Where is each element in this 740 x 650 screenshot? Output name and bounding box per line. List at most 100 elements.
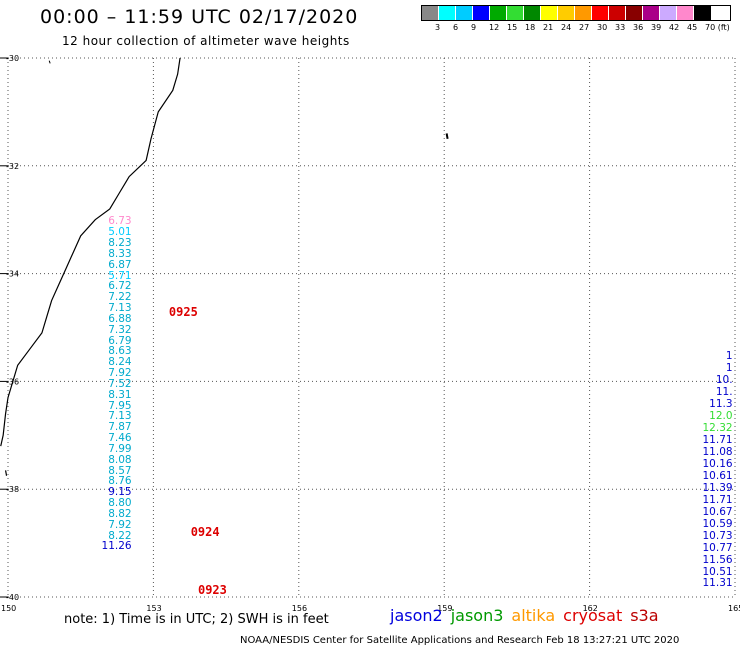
legend-tick-label: 12 <box>489 23 500 32</box>
satellite-legend: jason2 jason3 altika cryosat s3a <box>390 606 667 625</box>
chart-subtitle: 12 hour collection of altimeter wave hei… <box>62 34 350 48</box>
satellite-s3a: s3a <box>630 606 659 625</box>
satellite-jason2: jason2 <box>390 606 443 625</box>
swh-value: 7.22 <box>108 291 132 304</box>
swh-value: 6.87 <box>108 258 132 271</box>
legend-swatch <box>541 6 558 20</box>
swh-value: 10.67 <box>702 505 733 518</box>
swh-value: 1 <box>725 362 733 375</box>
swh-value: 8.57 <box>108 464 132 477</box>
swh-value: 10.61 <box>702 469 733 482</box>
legend-swatch <box>507 6 524 20</box>
swh-value: 12.32 <box>702 421 733 434</box>
swh-value: 8.31 <box>108 388 132 401</box>
swh-value: 11.31 <box>702 577 733 590</box>
swh-value: 1 <box>725 350 733 363</box>
swh-value: 7.87 <box>108 421 132 434</box>
legend-tick-label: 21 <box>543 23 554 32</box>
swh-value: 11.56 <box>702 553 733 566</box>
legend-swatch <box>609 6 626 20</box>
swh-value: 11.39 <box>702 481 733 494</box>
color-legend: 3 6 9 12 15 18 21 24 27 30 33 36 39 42 45 70 (ft) <box>421 5 731 33</box>
legend-tick-label: 27 <box>579 23 590 32</box>
legend-swatch <box>524 6 541 20</box>
legend-tick-label: 39 <box>651 23 662 32</box>
legend-tick-label: 18 <box>525 23 536 32</box>
legend-swatch <box>490 6 507 20</box>
lat-label: -36 <box>6 377 19 386</box>
lat-label: -34 <box>6 270 19 279</box>
satellite-altika: altika <box>511 606 556 625</box>
swh-value: 10.51 <box>702 565 733 578</box>
pass-time-label: 0924 <box>190 525 220 540</box>
swh-value: 10.73 <box>702 529 733 542</box>
swh-value: 11.08 <box>702 445 733 458</box>
swh-value: 7.92 <box>108 367 132 380</box>
legend-tick-label: 24 <box>561 23 572 32</box>
swh-value: 8.22 <box>108 529 132 542</box>
legend-tick-label: 6 <box>453 23 459 32</box>
swh-value: 11.26 <box>101 540 132 553</box>
swh-value: 10.16 <box>702 457 733 470</box>
lon-label: 150 <box>1 604 16 613</box>
legend-swatch <box>558 6 575 20</box>
swh-value: 8.08 <box>108 453 132 466</box>
swh-value: 8.80 <box>108 497 132 510</box>
footer-credit: NOAA/NESDIS Center for Satellite Applica… <box>240 635 680 646</box>
swh-value: 8.82 <box>108 507 132 520</box>
swh-value: 7.99 <box>108 442 132 455</box>
swh-value: 11. <box>715 386 733 399</box>
legend-tick-label: 36 <box>633 23 644 32</box>
swh-value: 7.13 <box>108 302 132 315</box>
swh-value: 7.52 <box>108 377 132 390</box>
legend-tick-label: 33 <box>615 23 626 32</box>
swh-value: 8.76 <box>108 475 132 488</box>
legend-tick-label: 3 <box>435 23 441 32</box>
legend-tick-label: 42 <box>669 23 680 32</box>
pass-time-label: 0923 <box>197 582 227 597</box>
pass-time-label: 0925 <box>168 305 198 320</box>
legend-swatches <box>421 5 731 21</box>
lat-label: -40 <box>6 593 19 602</box>
swh-value: 8.63 <box>108 345 132 358</box>
swh-value: 7.92 <box>108 518 132 531</box>
chart-title: 00:00 – 11:59 UTC 02/17/2020 <box>40 6 359 28</box>
swh-value: 7.13 <box>108 410 132 423</box>
legend-swatch <box>660 6 677 20</box>
swh-value: 7.46 <box>108 432 132 445</box>
swh-value: 10.77 <box>702 541 733 554</box>
swh-value: 6.72 <box>108 280 132 293</box>
legend-swatch <box>626 6 643 20</box>
lord-howe-island <box>445 133 449 140</box>
lon-label: 165 <box>728 604 740 613</box>
swh-value: 6.79 <box>108 334 132 347</box>
swh-value: 11.71 <box>702 493 733 506</box>
lat-label: -38 <box>6 485 19 494</box>
swh-value: 10. <box>715 374 733 387</box>
legend-swatch <box>456 6 473 20</box>
legend-tick-label: 70 (ft) <box>705 23 730 32</box>
legend-swatch <box>694 6 711 20</box>
note-text: note: 1) Time is in UTC; 2) SWH is in fe… <box>64 612 329 627</box>
swh-value: 8.33 <box>108 247 132 260</box>
island-dot <box>48 60 51 64</box>
swh-value: 11.3 <box>709 398 733 410</box>
legend-tick-label: 15 <box>507 23 518 32</box>
legend-ticks: 3 6 9 12 15 18 21 24 27 30 33 36 39 42 45 70 (ft) <box>421 21 731 33</box>
lat-label: -32 <box>6 162 19 171</box>
swh-value: 7.32 <box>108 323 132 336</box>
swh-value: 5.71 <box>108 269 132 282</box>
swh-value: 5.01 <box>108 226 132 239</box>
swh-value: 7.95 <box>108 399 132 412</box>
legend-swatch <box>677 6 694 20</box>
lat-label: -30 <box>6 54 19 63</box>
swh-value: 9.15 <box>108 486 132 499</box>
legend-swatch <box>422 6 439 20</box>
legend-swatch <box>592 6 609 20</box>
coast-fragment <box>4 470 8 476</box>
swh-value: 6.88 <box>108 312 132 325</box>
swh-value: 6.73 <box>108 215 132 228</box>
legend-tick-label: 9 <box>471 23 477 32</box>
legend-swatch <box>643 6 660 20</box>
legend-swatch <box>473 6 490 20</box>
